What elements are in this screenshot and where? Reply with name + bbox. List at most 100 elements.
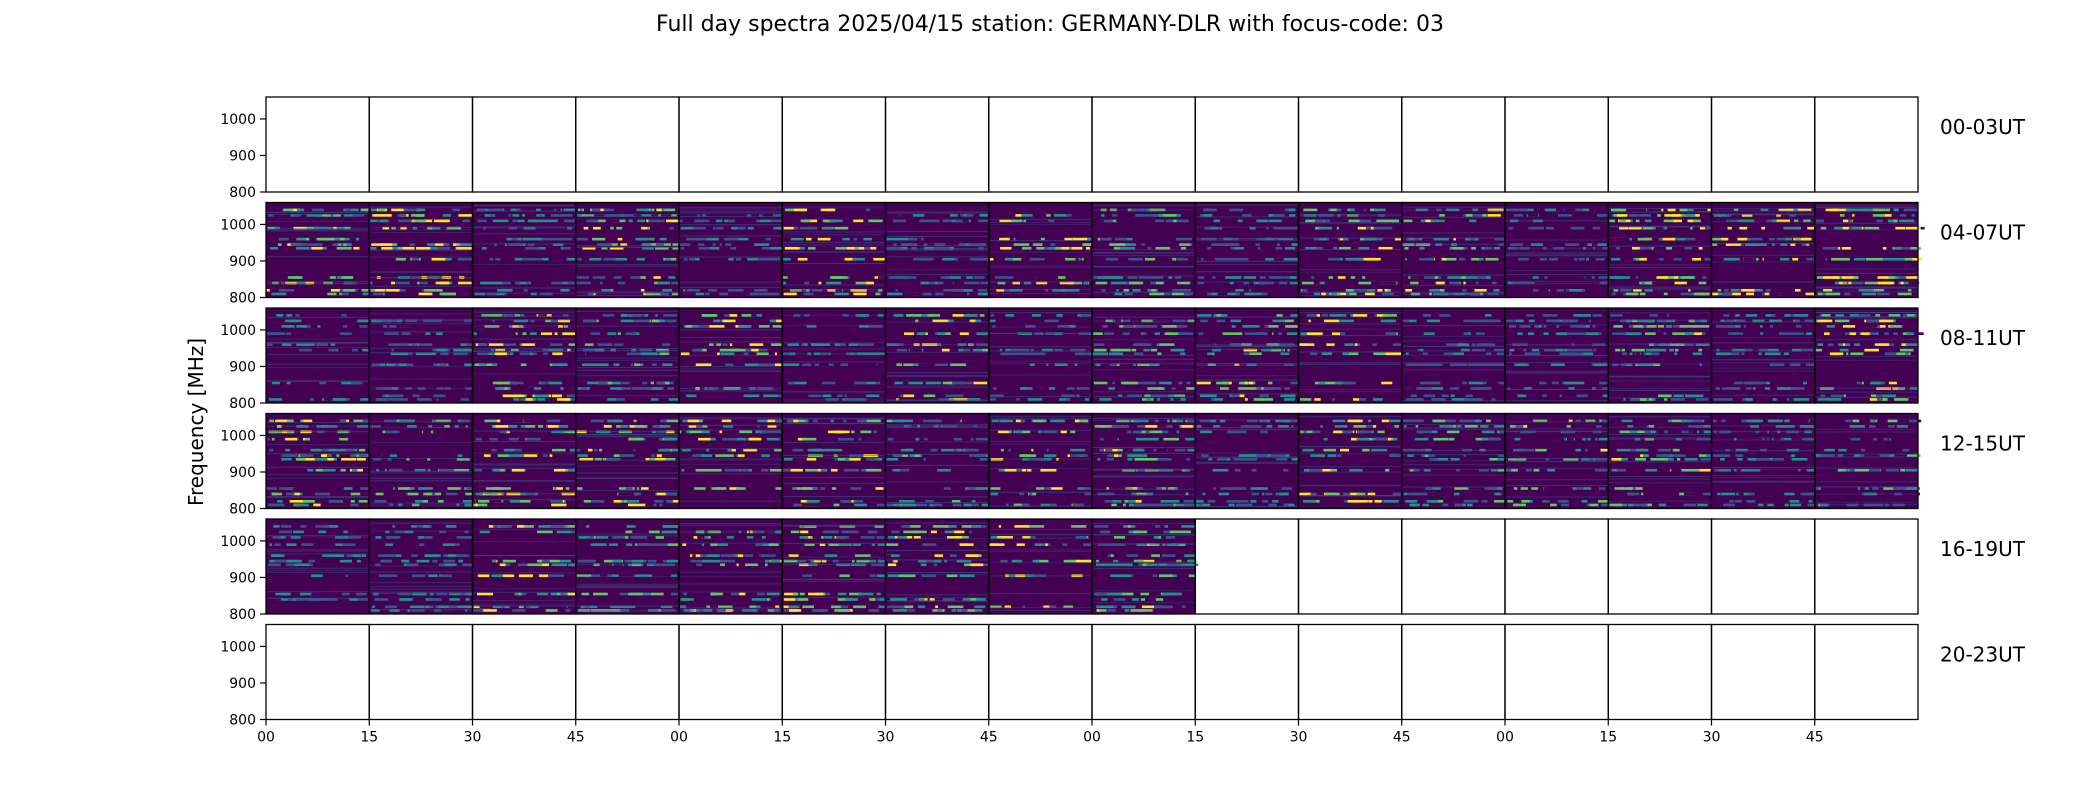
spectral-line — [658, 214, 662, 217]
spectral-line — [1725, 243, 1741, 246]
spectral-line — [1699, 226, 1705, 230]
spectral-line — [940, 276, 951, 279]
noise-line — [1505, 269, 1609, 271]
spectral-line — [1008, 448, 1011, 452]
spectral-line — [1715, 387, 1720, 390]
spectral-line — [313, 454, 316, 457]
spectral-line — [336, 454, 340, 457]
noise-line — [988, 265, 1092, 267]
spectral-line — [908, 381, 923, 385]
spectral-line — [822, 394, 832, 398]
noise-line — [1092, 354, 1196, 356]
spectral-line — [1505, 319, 1514, 323]
spectrum-background — [782, 202, 886, 298]
spectral-line — [457, 257, 473, 261]
spectral-line — [550, 343, 563, 346]
spectral-line — [1872, 214, 1885, 217]
spectral-line — [818, 343, 835, 346]
spectral-line — [640, 352, 656, 356]
spectral-line — [1112, 499, 1122, 503]
spectral-line — [1155, 246, 1171, 250]
spectral-line — [1305, 246, 1317, 250]
spectral-line — [1151, 425, 1167, 428]
spectral-line — [665, 319, 673, 323]
spectral-line — [1112, 214, 1118, 217]
spectral-line — [1788, 314, 1792, 317]
spectral-line — [1517, 332, 1523, 335]
spectral-line — [1876, 292, 1890, 296]
spectral-line — [590, 208, 601, 212]
spectral-line — [1836, 314, 1845, 317]
spectral-line — [626, 352, 636, 356]
spectral-line — [1266, 425, 1273, 428]
spectral-line — [460, 243, 473, 246]
spectral-line — [1690, 226, 1693, 230]
spectral-line — [1183, 208, 1194, 212]
spectral-line — [1887, 398, 1898, 401]
spectral-line — [968, 468, 980, 472]
spectral-line — [432, 468, 442, 472]
spectral-line — [1692, 257, 1702, 261]
spectral-line — [1271, 348, 1286, 352]
spectral-line — [303, 419, 313, 423]
noise-line — [885, 372, 989, 374]
spectral-line — [1338, 246, 1351, 250]
spectral-line — [341, 276, 354, 279]
spectral-line — [903, 363, 914, 367]
spectral-line — [940, 332, 951, 335]
spectral-line — [897, 288, 909, 292]
spectral-line — [1663, 332, 1667, 335]
spectral-line — [1620, 288, 1632, 292]
noise-line — [472, 441, 576, 443]
noise-line — [1195, 226, 1299, 228]
noise-line — [266, 477, 370, 479]
spectral-line — [1354, 208, 1365, 212]
spectral-line — [1318, 237, 1327, 241]
spectral-line — [1029, 276, 1040, 279]
spectral-line — [526, 237, 542, 241]
spectral-line — [755, 352, 769, 356]
spectral-line — [723, 319, 736, 323]
spectral-line — [1257, 387, 1268, 390]
spectral-line — [1183, 503, 1196, 507]
spectral-line — [927, 314, 941, 317]
spectral-line — [1544, 208, 1556, 212]
spectral-line — [805, 468, 815, 472]
spectral-line — [701, 430, 710, 434]
noise-line — [575, 264, 679, 266]
noise-line — [369, 470, 473, 472]
noise-line — [885, 385, 989, 387]
spectral-line — [523, 394, 527, 398]
spectral-line — [1107, 419, 1119, 423]
spectral-line — [1112, 503, 1122, 507]
spectral-line — [607, 419, 623, 423]
spectral-line — [589, 492, 599, 496]
spectral-line — [1363, 237, 1378, 241]
spectral-line — [1784, 314, 1790, 317]
spectral-line — [315, 343, 329, 346]
spectral-line — [1094, 219, 1109, 223]
noise-line — [782, 422, 886, 424]
spectral-line — [322, 503, 326, 507]
spectral-line — [1411, 319, 1426, 323]
spectral-line — [1276, 314, 1283, 317]
noise-line — [988, 346, 1092, 348]
panel-frame — [1607, 96, 1713, 193]
spectral-line — [406, 487, 414, 490]
spectral-line — [669, 219, 683, 223]
spectral-line — [950, 448, 961, 452]
noise-line — [266, 381, 370, 383]
spectral-line — [874, 381, 881, 385]
spectral-line — [267, 343, 272, 346]
spectrum-panel — [782, 308, 890, 403]
spectral-line — [967, 343, 974, 346]
spectral-line — [1237, 457, 1252, 461]
spectral-line — [553, 487, 563, 490]
spectral-line — [1795, 332, 1804, 335]
spectral-line — [1084, 398, 1089, 401]
spectral-line — [774, 352, 777, 356]
noise-line — [988, 240, 1092, 242]
spectral-line — [812, 448, 817, 452]
spectral-line — [845, 457, 849, 461]
spectral-line — [1806, 243, 1810, 246]
